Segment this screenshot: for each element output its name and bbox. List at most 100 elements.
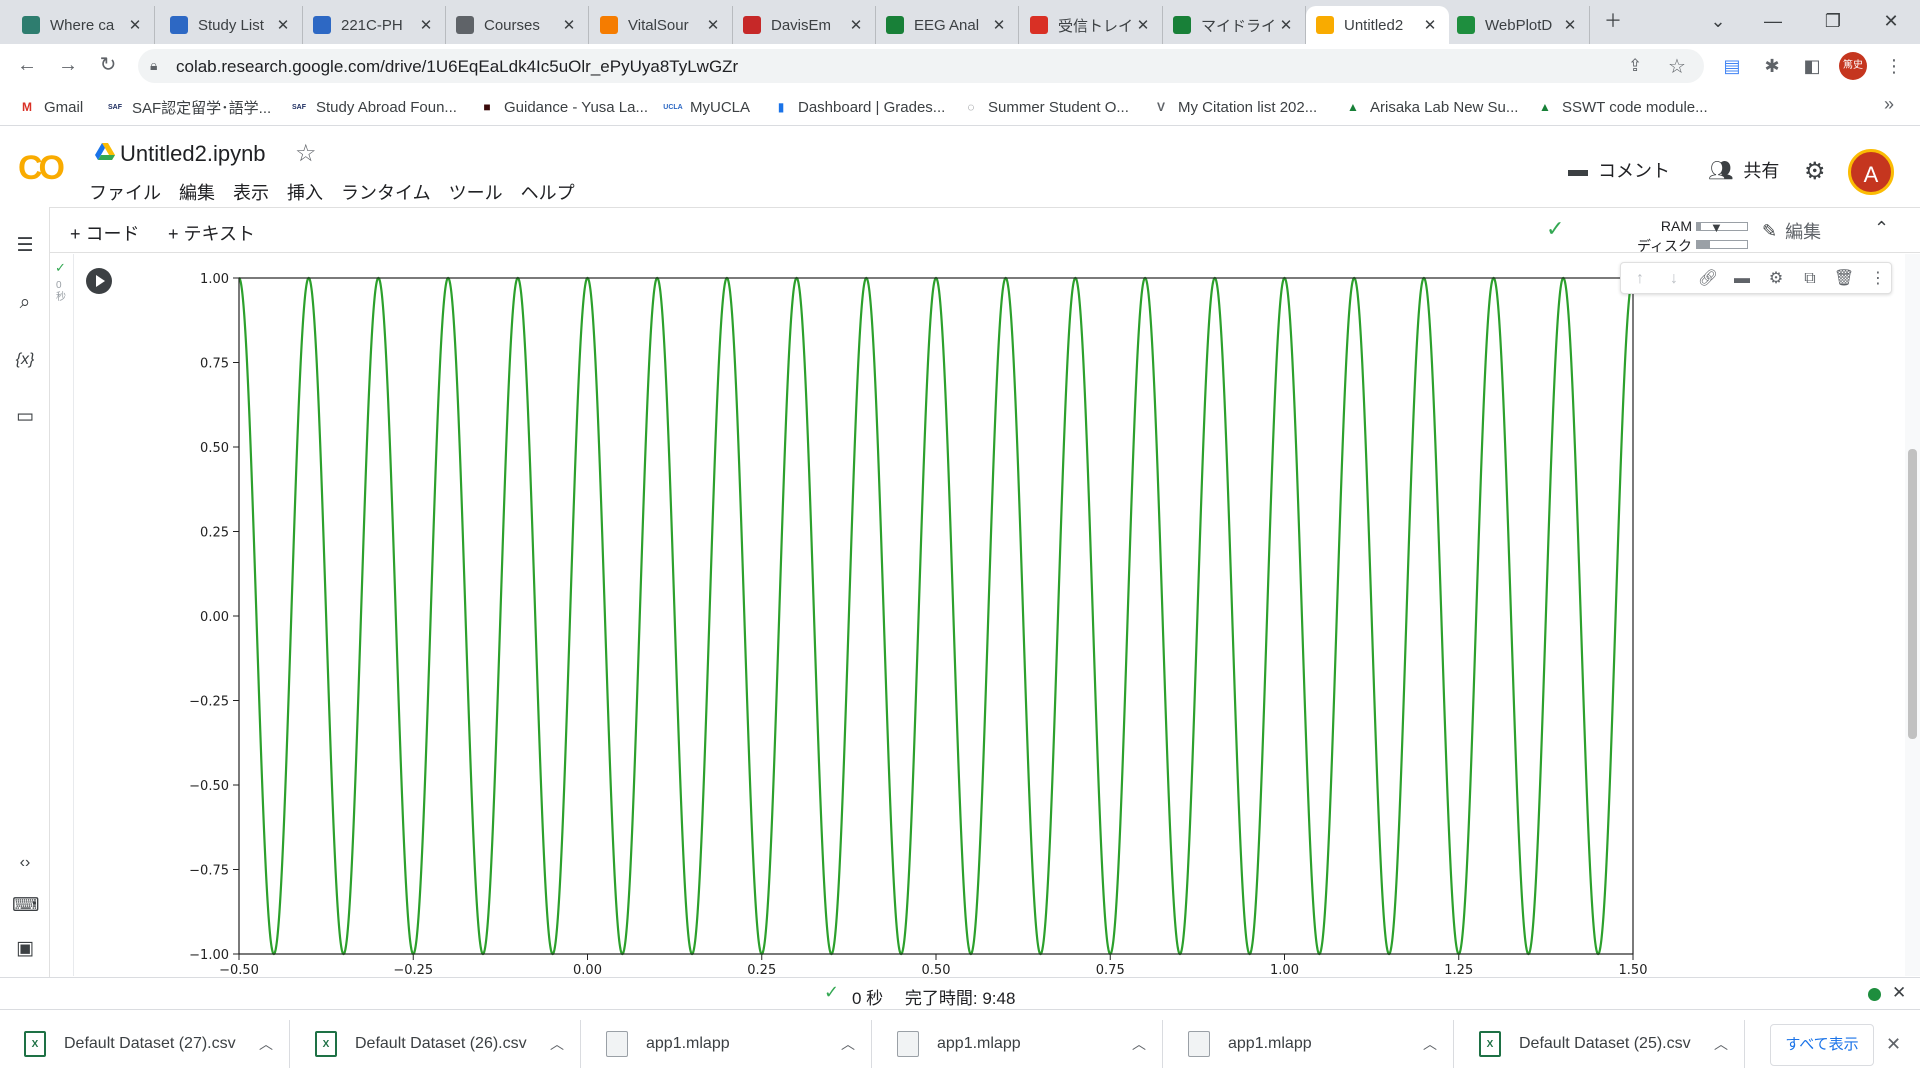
back-arrow-icon[interactable]: ← bbox=[17, 54, 37, 76]
bookmark-item[interactable]: SAF SAF認定留学･語学... bbox=[106, 96, 271, 118]
menu-item[interactable]: 挿入 bbox=[287, 183, 323, 203]
side-panel-icon[interactable]: ◧ bbox=[1803, 56, 1821, 76]
bookmark-item[interactable]: V My Citation list 202... bbox=[1152, 96, 1317, 118]
close-tab-icon[interactable]: ✕ bbox=[276, 17, 290, 34]
folder-icon[interactable]: ▭ bbox=[16, 406, 34, 427]
download-options-chevron-icon[interactable]: ︿ bbox=[1132, 1036, 1146, 1052]
notebook-scrollbar[interactable] bbox=[1905, 254, 1920, 976]
bookmark-item[interactable]: ▲ Arisaka Lab New Su... bbox=[1344, 96, 1518, 118]
mirror-cell-icon[interactable]: ⧉ bbox=[1804, 270, 1816, 287]
download-options-chevron-icon[interactable]: ︿ bbox=[1423, 1036, 1437, 1052]
add-code-button[interactable]: + コード bbox=[70, 224, 140, 244]
table-of-contents-icon[interactable]: ☰ bbox=[16, 235, 34, 256]
extensions-puzzle-icon[interactable]: ✱ bbox=[1764, 56, 1780, 76]
download-options-chevron-icon[interactable]: ︿ bbox=[550, 1036, 564, 1052]
download-item[interactable]: app1.mlapp ︿ bbox=[1164, 1020, 1454, 1068]
edit-button[interactable]: ✎ 編集 bbox=[1762, 218, 1821, 244]
reload-icon[interactable]: ↻ bbox=[99, 54, 117, 76]
close-tab-icon[interactable]: ✕ bbox=[128, 17, 142, 34]
browser-tab[interactable]: 受信トレイ ✕ bbox=[1020, 6, 1163, 44]
close-tab-icon[interactable]: ✕ bbox=[849, 17, 863, 34]
browser-tab[interactable]: Untitled2 ✕ bbox=[1306, 6, 1449, 44]
share-page-icon[interactable]: ⇪ bbox=[1628, 56, 1643, 75]
close-tab-icon[interactable]: ✕ bbox=[562, 17, 576, 34]
share-button[interactable]: 👥︎ 共有 bbox=[1708, 157, 1779, 183]
comment-button[interactable]: ▬ コメント bbox=[1568, 157, 1670, 183]
more-bookmarks-chevron-icon[interactable]: » bbox=[1884, 94, 1895, 114]
bookmark-item[interactable]: UCLA MyUCLA bbox=[663, 96, 750, 118]
browser-tab[interactable]: Where ca ✕ bbox=[12, 6, 155, 44]
move-up-arrow-icon[interactable]: ↑ bbox=[1636, 270, 1644, 287]
download-options-chevron-icon[interactable]: ︿ bbox=[1714, 1036, 1728, 1052]
bookmark-star-icon[interactable]: ☆ bbox=[1668, 56, 1686, 78]
tab-search-chevron-icon[interactable]: ⌄ bbox=[1710, 11, 1726, 31]
bookmark-item[interactable]: ■ Guidance - Yusa La... bbox=[478, 96, 648, 118]
add-text-button[interactable]: + テキスト bbox=[168, 224, 255, 244]
download-options-chevron-icon[interactable]: ︿ bbox=[259, 1036, 273, 1052]
docs-extension-icon[interactable]: ▤ bbox=[1723, 56, 1741, 76]
browser-tab[interactable]: DavisEm ✕ bbox=[733, 6, 876, 44]
close-tab-icon[interactable]: ✕ bbox=[1563, 17, 1577, 34]
close-status-icon[interactable]: ✕ bbox=[1892, 983, 1907, 1002]
download-item[interactable]: X Default Dataset (25).csv ︿ bbox=[1455, 1020, 1745, 1068]
close-tab-icon[interactable]: ✕ bbox=[1136, 17, 1150, 34]
menu-item[interactable]: ツール bbox=[448, 183, 503, 203]
browser-tab[interactable]: Study List ✕ bbox=[160, 6, 303, 44]
more-vert-icon[interactable]: ⋮ bbox=[1870, 270, 1886, 287]
browser-tab[interactable]: マイドライブ✕ bbox=[1163, 6, 1306, 44]
variables-icon[interactable]: {x} bbox=[15, 351, 35, 368]
gear-icon[interactable]: ⚙ bbox=[1768, 270, 1784, 287]
comment-icon[interactable]: ▬ bbox=[1734, 270, 1750, 287]
menu-item[interactable]: 表示 bbox=[233, 183, 269, 203]
menu-item[interactable]: ランタイム bbox=[341, 183, 431, 203]
runtime-dropdown-icon[interactable]: ▼ bbox=[1710, 220, 1723, 235]
menu-item[interactable]: ファイル bbox=[89, 183, 161, 203]
download-item[interactable]: X Default Dataset (26).csv ︿ bbox=[291, 1020, 581, 1068]
bookmark-item[interactable]: SAF Study Abroad Foun... bbox=[290, 96, 457, 118]
close-download-shelf-icon[interactable]: ✕ bbox=[1886, 1034, 1902, 1054]
profile-avatar[interactable]: 篤史 bbox=[1839, 52, 1867, 80]
browser-tab[interactable]: Courses ✕ bbox=[446, 6, 589, 44]
new-tab-button[interactable]: ＋ bbox=[1604, 11, 1622, 31]
link-icon[interactable]: 🔗︎ bbox=[1697, 270, 1719, 287]
close-window-button[interactable]: ✕ bbox=[1883, 11, 1899, 31]
close-tab-icon[interactable]: ✕ bbox=[706, 17, 720, 34]
bookmark-item[interactable]: ▲ SSWT code module... bbox=[1536, 96, 1708, 118]
address-bar[interactable]: 🔒︎ colab.research.google.com/drive/1U6Eq… bbox=[138, 49, 1704, 83]
move-down-arrow-icon[interactable]: ↓ bbox=[1670, 270, 1678, 287]
scrollbar-thumb[interactable] bbox=[1908, 449, 1917, 739]
command-palette-icon[interactable]: ⌨ bbox=[12, 895, 40, 916]
bookmark-item[interactable]: ◌ Summer Student O... bbox=[962, 96, 1128, 118]
download-item[interactable]: app1.mlapp ︿ bbox=[582, 1020, 872, 1068]
url-text[interactable]: colab.research.google.com/drive/1U6EqEaL… bbox=[176, 57, 739, 76]
maximize-button[interactable]: ❐ bbox=[1824, 11, 1842, 31]
minimize-button[interactable]: — bbox=[1764, 11, 1782, 31]
close-tab-icon[interactable]: ✕ bbox=[419, 17, 433, 34]
run-cell-button[interactable] bbox=[86, 268, 112, 294]
search-icon[interactable]: ⌕ bbox=[19, 292, 31, 313]
bookmark-item[interactable]: M Gmail bbox=[18, 96, 83, 118]
close-tab-icon[interactable]: ✕ bbox=[1279, 17, 1293, 34]
terminal-icon[interactable]: ▣ bbox=[16, 938, 34, 959]
star-icon[interactable]: ☆ bbox=[295, 140, 317, 167]
trash-icon[interactable]: 🗑︎ bbox=[1833, 270, 1855, 287]
notebook-title[interactable]: Untitled2.ipynb bbox=[120, 141, 266, 166]
colab-logo[interactable]: CO bbox=[18, 149, 65, 187]
bookmark-item[interactable]: ▮ Dashboard | Grades... bbox=[772, 96, 946, 118]
browser-tab[interactable]: 221C-PH ✕ bbox=[303, 6, 446, 44]
collapse-chevron-icon[interactable]: ⌃ bbox=[1874, 218, 1890, 238]
download-options-chevron-icon[interactable]: ︿ bbox=[841, 1036, 855, 1052]
show-all-downloads-button[interactable]: すべて表示 bbox=[1770, 1024, 1874, 1066]
download-item[interactable]: app1.mlapp ︿ bbox=[873, 1020, 1163, 1068]
menu-item[interactable]: 編集 bbox=[179, 183, 215, 203]
close-tab-icon[interactable]: ✕ bbox=[992, 17, 1006, 34]
forward-arrow-icon[interactable]: → bbox=[58, 54, 78, 76]
settings-button[interactable]: ⚙ bbox=[1804, 157, 1836, 186]
browser-menu-icon[interactable]: ⋮ bbox=[1885, 56, 1903, 76]
user-avatar[interactable]: A bbox=[1848, 149, 1894, 195]
menu-item[interactable]: ヘルプ bbox=[520, 183, 575, 203]
download-item[interactable]: X Default Dataset (27).csv ︿ bbox=[0, 1020, 290, 1068]
browser-tab[interactable]: WebPlotD ✕ bbox=[1447, 6, 1590, 44]
code-snippets-icon[interactable]: ‹› bbox=[19, 854, 31, 871]
browser-tab[interactable]: VitalSour ✕ bbox=[590, 6, 733, 44]
